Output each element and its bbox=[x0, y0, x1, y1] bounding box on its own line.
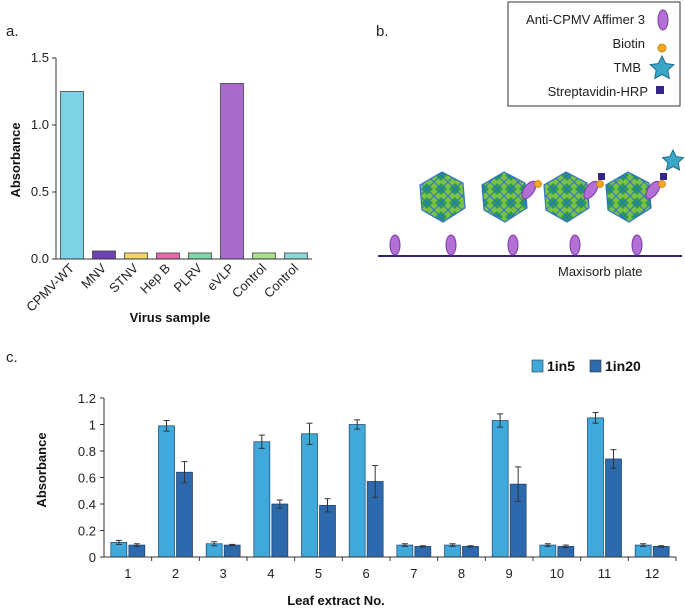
affimer-icon bbox=[569, 234, 581, 256]
chart-c-ytick-label: 0.2 bbox=[78, 524, 96, 539]
chart-c-xtick-label: 12 bbox=[645, 566, 659, 581]
biotin-icon bbox=[658, 180, 666, 188]
cpmv-particle-icon bbox=[481, 171, 528, 223]
panel-b-label: b. bbox=[376, 23, 389, 40]
affimer-icon bbox=[507, 234, 519, 256]
tmb-star-icon bbox=[661, 148, 685, 171]
cpmv-particle-icon bbox=[543, 171, 590, 223]
chart-c-xlabel: Leaf extract No. bbox=[287, 593, 385, 608]
chart-c-bar-1in5 bbox=[301, 433, 318, 558]
chart-a-xtick-label: MNV bbox=[78, 260, 109, 291]
chart-a-ylabel: Absorbance bbox=[8, 122, 23, 197]
chart-c-ytick-label: 1 bbox=[89, 418, 96, 433]
chart-c-bar-1in5 bbox=[348, 424, 366, 558]
chart-c-xtick-label: 3 bbox=[220, 566, 227, 581]
chart-a-xtick-label: STNV bbox=[106, 260, 141, 295]
legend-label-1in5: 1in5 bbox=[547, 358, 575, 374]
chart-c-ytick-label: 1.2 bbox=[78, 391, 96, 406]
tmb-star-icon bbox=[649, 54, 675, 80]
diagram-b: Anti-CPMV Affimer 3 Biotin TMB Streptavi… bbox=[378, 1, 685, 279]
chart-c-bar-1in20 bbox=[223, 544, 241, 558]
chart-c-ytick-label: 0.4 bbox=[78, 497, 96, 512]
streptavidin-icon bbox=[656, 86, 664, 94]
biotin-icon bbox=[596, 180, 604, 188]
biotin-icon bbox=[534, 180, 542, 188]
biotin-icon bbox=[657, 43, 667, 53]
chart-c-bar-1in5 bbox=[158, 425, 175, 558]
chart-a-ytick-label: 0.5 bbox=[31, 184, 49, 199]
chart-a-ytick-label: 0.0 bbox=[31, 251, 49, 266]
chart-c-xtick-label: 9 bbox=[506, 566, 513, 581]
chart-a-xtick-label: Hep B bbox=[137, 261, 173, 297]
chart-c-bar-1in5 bbox=[491, 420, 509, 558]
chart-c-ytick-label: 0.8 bbox=[78, 444, 96, 459]
chart-c-bar-1in20 bbox=[271, 503, 289, 558]
affimer-icon bbox=[521, 180, 537, 200]
affimer-icon bbox=[645, 180, 661, 200]
legend-biotin-label: Biotin bbox=[612, 36, 645, 51]
panel-c-label: c. bbox=[6, 349, 18, 366]
chart-c-ytick-label: 0 bbox=[89, 550, 96, 565]
chart-a-bar bbox=[188, 252, 212, 260]
legend-swatch-1in20 bbox=[589, 359, 602, 373]
chart-c-bar-1in5 bbox=[587, 417, 604, 558]
chart-c-xtick-label: 11 bbox=[598, 566, 612, 581]
legend-swatch-1in5 bbox=[531, 359, 544, 373]
chart-c-xtick-label: 2 bbox=[172, 566, 179, 581]
chart-c-bar-1in20 bbox=[414, 546, 432, 558]
chart-a-ytick-label: 1.0 bbox=[31, 117, 49, 132]
plate-label: Maxisorb plate bbox=[558, 264, 643, 279]
chart-a-bar bbox=[92, 250, 116, 260]
legend-tmb-label: TMB bbox=[614, 60, 641, 75]
chart-a-xtick-label: CPMV-WT bbox=[23, 260, 77, 314]
chart-c: 00.20.40.60.811.2 1 2 3 4 5 6 7 8 9 10 11 12 Absorb… bbox=[34, 358, 677, 608]
chart-c-bar-1in20 bbox=[176, 471, 193, 558]
chart-c-bar-1in5 bbox=[253, 441, 271, 558]
streptavidin-icon bbox=[660, 173, 667, 180]
chart-a-bar bbox=[252, 252, 276, 260]
chart-a-xlabel: Virus sample bbox=[130, 310, 211, 325]
legend-streptavidin-label: Streptavidin-HRP bbox=[548, 84, 648, 99]
affimer-icon bbox=[389, 234, 401, 256]
chart-c-ylabel: Absorbance bbox=[34, 432, 49, 507]
chart-c-xtick-label: 5 bbox=[315, 566, 322, 581]
chart-a-xtick-label: Control bbox=[229, 260, 269, 300]
chart-c-xtick-label: 6 bbox=[363, 566, 370, 581]
cpmv-particle-icon bbox=[605, 171, 652, 223]
chart-a-bar bbox=[156, 252, 180, 260]
chart-c-ytick-label: 0.6 bbox=[78, 471, 96, 486]
chart-c-xtick-label: 8 bbox=[458, 566, 465, 581]
legend-label-1in20: 1in20 bbox=[605, 358, 641, 374]
chart-a-ytick-label: 1.5 bbox=[31, 50, 49, 65]
affimer-icon bbox=[657, 9, 669, 31]
legend-box bbox=[507, 1, 681, 107]
cpmv-particle-icon bbox=[419, 171, 466, 223]
affimer-icon bbox=[583, 180, 599, 200]
chart-a-bar bbox=[220, 83, 244, 260]
chart-c-bar-1in20 bbox=[605, 458, 622, 558]
chart-c-xtick-label: 7 bbox=[410, 566, 417, 581]
streptavidin-icon bbox=[598, 173, 605, 180]
chart-c-xtick-label: 1 bbox=[124, 566, 131, 581]
chart-a-bar bbox=[284, 252, 308, 260]
chart-c-bar-1in20 bbox=[319, 504, 336, 558]
affimer-icon bbox=[631, 234, 643, 256]
chart-c-bar-1in20 bbox=[652, 546, 670, 558]
affimer-icon bbox=[445, 234, 457, 256]
chart-a-xtick-label: PLRV bbox=[171, 260, 206, 295]
panel-a-label: a. bbox=[6, 23, 19, 40]
chart-a-bar bbox=[60, 91, 84, 260]
legend-affimer-label: Anti-CPMV Affimer 3 bbox=[526, 12, 645, 27]
chart-a-xtick-label: Control bbox=[261, 260, 301, 300]
chart-c-xtick-label: 4 bbox=[267, 566, 274, 581]
chart-c-bar-1in20 bbox=[462, 546, 479, 558]
chart-c-xtick-label: 10 bbox=[550, 566, 564, 581]
chart-a-bar bbox=[124, 252, 148, 260]
